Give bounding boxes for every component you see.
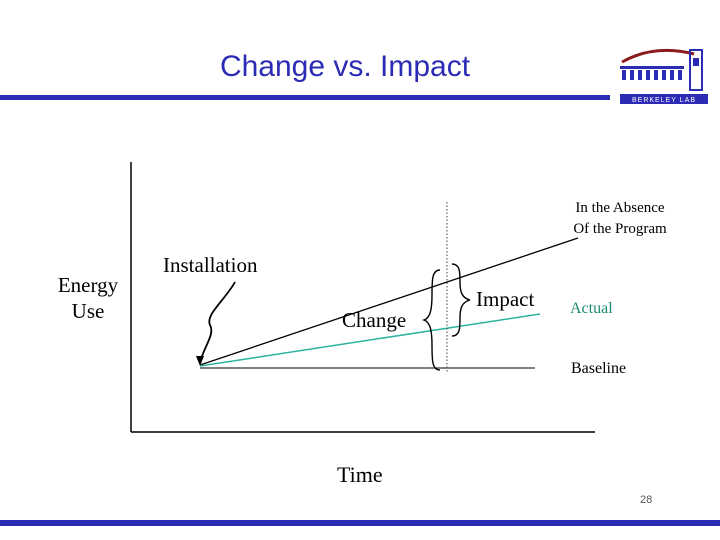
change-label: Change: [342, 308, 407, 332]
impact-label: Impact: [476, 287, 535, 311]
installation-arrow: [199, 281, 236, 363]
change-brace: [421, 269, 441, 371]
installation-arrowhead: [196, 356, 204, 366]
impact-brace: [451, 263, 471, 337]
page-number: 28: [640, 494, 653, 506]
actual-line: [199, 313, 541, 367]
slide-title: Change vs. Impact: [219, 50, 471, 83]
title-underline: [0, 95, 610, 100]
absence-line: [199, 237, 579, 366]
absence-label-line2: Of the Program: [573, 221, 667, 237]
installation-label: Installation: [163, 253, 258, 277]
logo-text: BERKELEY LAB: [632, 97, 696, 104]
y-axis-label-line2: Use: [71, 299, 105, 323]
footer-rule: [0, 520, 720, 526]
berkeley-lab-logo: BERKELEY LAB: [620, 48, 708, 104]
absence-label: In the Absence Of the Program: [560, 198, 680, 240]
y-axis-label: Energy Use: [40, 272, 136, 324]
actual-label: Actual: [570, 300, 613, 317]
absence-label-line1: In the Absence: [575, 200, 665, 216]
x-axis-label: Time: [337, 462, 383, 487]
y-axis-label-line1: Energy: [57, 273, 119, 297]
baseline-label: Baseline: [571, 360, 627, 377]
